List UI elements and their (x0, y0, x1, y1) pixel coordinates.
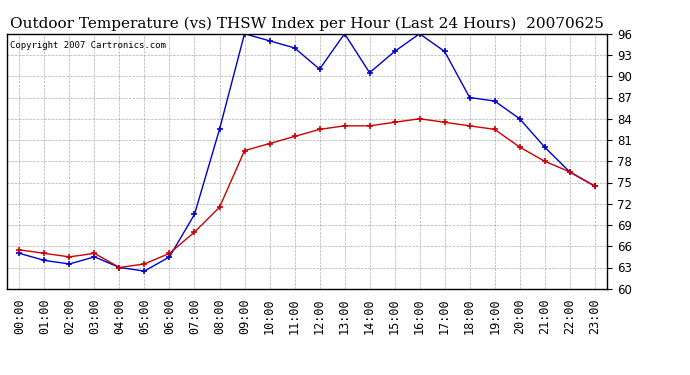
Text: Copyright 2007 Cartronics.com: Copyright 2007 Cartronics.com (10, 41, 166, 50)
Title: Outdoor Temperature (vs) THSW Index per Hour (Last 24 Hours)  20070625: Outdoor Temperature (vs) THSW Index per … (10, 17, 604, 31)
